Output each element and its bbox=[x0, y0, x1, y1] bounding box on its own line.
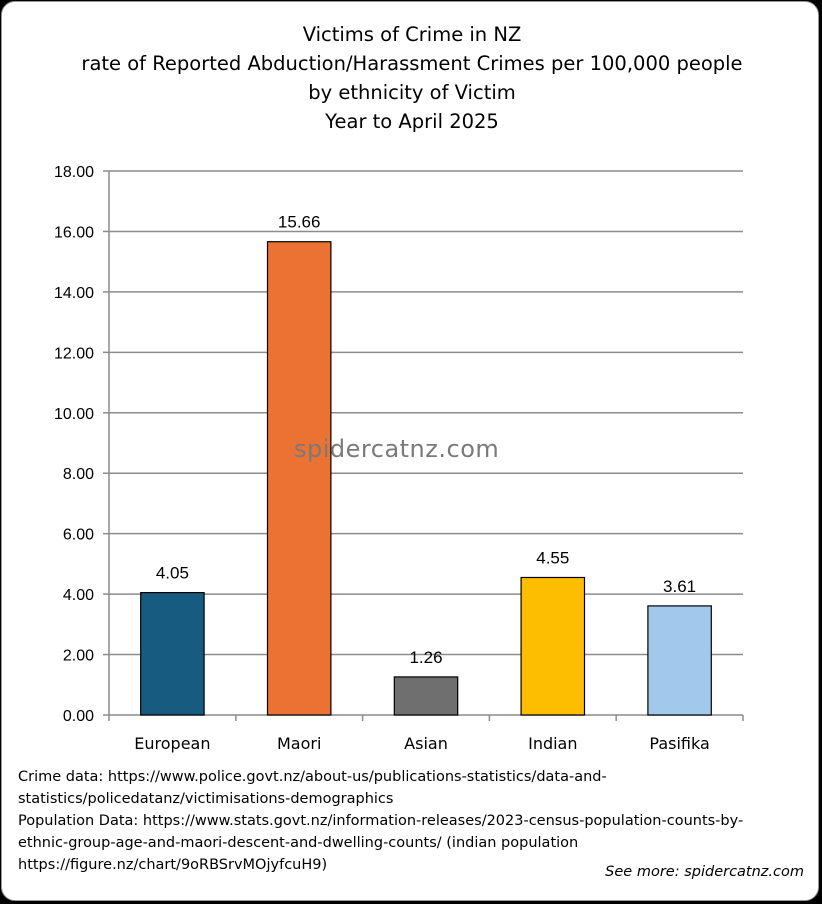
chart-title: Victims of Crime in NZ rate of Reported … bbox=[2, 20, 818, 136]
category-label: Asian bbox=[404, 734, 448, 753]
title-line-4: Year to April 2025 bbox=[325, 110, 499, 133]
source-notes: Crime data: https://www.police.govt.nz/a… bbox=[18, 766, 818, 876]
y-tick-label: 4.00 bbox=[63, 587, 94, 604]
data-label: 4.05 bbox=[156, 564, 189, 583]
note-line-2: statistics/policedatanz/victimisations-d… bbox=[18, 791, 394, 807]
watermark: spidercatnz.com bbox=[294, 435, 500, 463]
title-line-2: rate of Reported Abduction/Harassment Cr… bbox=[81, 52, 743, 75]
bar-european bbox=[140, 591, 205, 716]
category-label: European bbox=[134, 734, 210, 753]
y-tick-label: 10.00 bbox=[54, 406, 94, 423]
data-label: 3.61 bbox=[663, 577, 696, 596]
y-tick-label: 12.00 bbox=[54, 345, 94, 362]
see-more-link: See more: spidercatnz.com bbox=[605, 864, 804, 880]
category-label: Indian bbox=[528, 734, 577, 753]
title-line-1: Victims of Crime in NZ bbox=[302, 23, 522, 46]
data-label: 1.26 bbox=[409, 648, 442, 667]
bar-asian bbox=[393, 676, 459, 716]
y-tick-label: 2.00 bbox=[63, 648, 94, 665]
bar-indian bbox=[520, 576, 586, 716]
title-line-3: by ethnicity of Victim bbox=[308, 81, 516, 104]
note-line-1: Crime data: https://www.police.govt.nz/a… bbox=[18, 769, 607, 785]
note-line-4: ethnic-group-age-and-maori-descent-and-d… bbox=[18, 835, 579, 851]
category-label: Pasifika bbox=[649, 734, 709, 753]
note-line-5: https://figure.nz/chart/9oRBSrvMOjyfcuH9… bbox=[18, 857, 328, 873]
y-tick-label: 8.00 bbox=[63, 466, 94, 483]
y-tick-label: 0.00 bbox=[63, 708, 94, 725]
y-tick-label: 6.00 bbox=[63, 527, 94, 544]
y-tick-label: 18.00 bbox=[54, 164, 94, 181]
note-line-3: Population Data: https://www.stats.govt.… bbox=[18, 813, 744, 829]
data-label: 4.55 bbox=[536, 548, 569, 567]
category-label: Maori bbox=[277, 734, 321, 753]
bar-pasifika bbox=[647, 605, 712, 716]
data-label: 15.66 bbox=[278, 213, 321, 232]
y-tick-label: 14.00 bbox=[54, 285, 94, 302]
bar-maori bbox=[266, 241, 332, 716]
y-tick-label: 16.00 bbox=[54, 224, 94, 241]
